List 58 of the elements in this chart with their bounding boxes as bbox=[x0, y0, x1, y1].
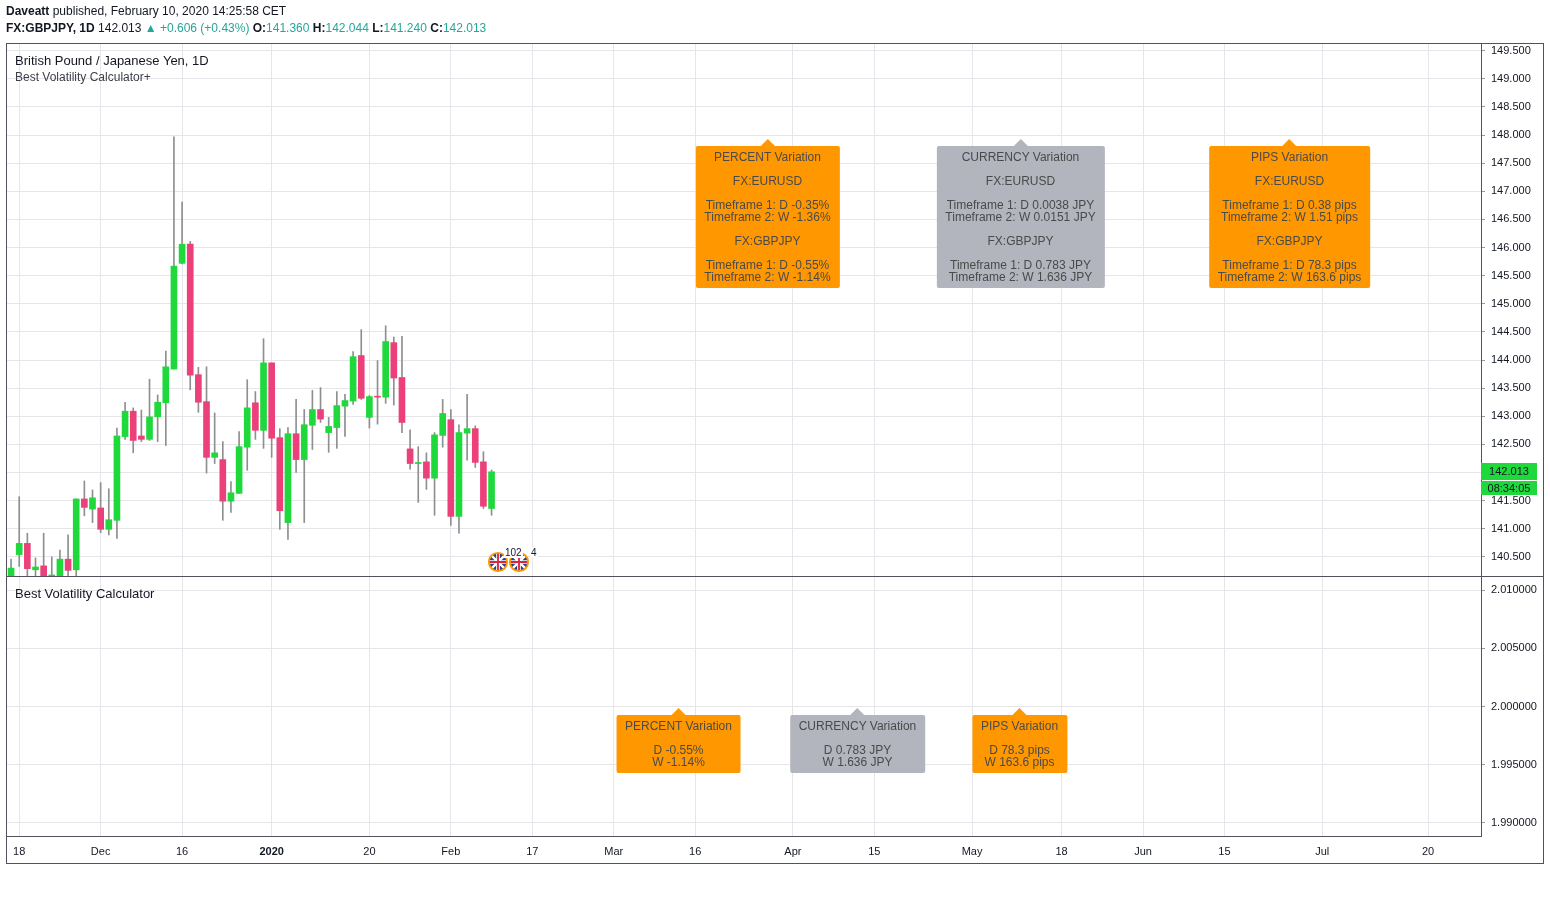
y-tick-label: 149.000 bbox=[1491, 71, 1531, 84]
x-tick-label: 20 bbox=[1421, 844, 1435, 857]
annotation: PIPS Variation FX:EURUSD Timeframe 1: D 0.38 pips Timeframe 2: W 1.51 pips FX:GBPJPY Timeframe 1: D 78.3 pips Timeframe 2: W 163.6 pips bbox=[1208, 146, 1371, 288]
x-tick-label: 18 bbox=[13, 844, 26, 857]
candlestick bbox=[414, 446, 422, 503]
x-tick-label: 16 bbox=[689, 844, 702, 857]
y-tick-label: 142.500 bbox=[1491, 437, 1531, 450]
y-tick-label: 143.500 bbox=[1491, 381, 1531, 394]
y-tick-label: 144.500 bbox=[1491, 324, 1531, 337]
y-tick-label: 146.500 bbox=[1491, 212, 1531, 225]
y-tick-label: 140.500 bbox=[1491, 549, 1531, 562]
text: 142.013 bbox=[1481, 462, 1537, 480]
text: FX:GBPJPY, 1D 142.013 ▲ +0.606 (+0.43%) O:141.360 H:142.044 L:141.240 C:142.013 bbox=[6, 21, 487, 35]
y-tick-label: 149.500 bbox=[1491, 43, 1531, 56]
y-tick-label: 144.000 bbox=[1491, 353, 1531, 366]
y-tick-label: 145.000 bbox=[1491, 296, 1531, 309]
x-tick-label: 16 bbox=[175, 844, 189, 857]
y-tick-label: 148.500 bbox=[1491, 100, 1531, 113]
text: Best Volatility Calculator bbox=[15, 586, 155, 601]
annotation: CURRENCY Variation FX:EURUSD Timeframe 1: D 0.0038 JPY Timeframe 2: W 0.0151 JPY FX:GBPJPY Timeframe 1: D 0.783 JPY Timeframe 2: W 1.636 JPY bbox=[936, 146, 1105, 288]
x-tick-label: May bbox=[961, 844, 983, 857]
text: 08:34:05 bbox=[1481, 480, 1537, 495]
y-tick-label: 143.000 bbox=[1491, 409, 1531, 422]
text: Best Volatility Calculator+ bbox=[15, 70, 151, 84]
candlestick bbox=[15, 496, 23, 567]
y-tick-label: 146.000 bbox=[1491, 240, 1531, 253]
x-tick-label: Apr bbox=[784, 844, 802, 857]
x-tick-label: 18 bbox=[1055, 844, 1068, 857]
x-tick-label: Jul bbox=[1315, 844, 1330, 857]
y-tick-label: 141.000 bbox=[1491, 521, 1531, 534]
x-tick-label: 17 bbox=[526, 844, 539, 857]
annotation: PERCENT Variation D -0.55% W -1.14% bbox=[616, 715, 741, 773]
x-tick-label: 2020 bbox=[259, 844, 284, 857]
annotation: 102 bbox=[504, 547, 523, 558]
x-tick-label: 15 bbox=[868, 844, 881, 857]
x-tick-label: Mar bbox=[604, 844, 624, 857]
text: British Pound / Japanese Yen, 1D bbox=[15, 53, 209, 68]
annotation: PERCENT Variation FX:EURUSD Timeframe 1: D -0.35% Timeframe 2: W -1.36% FX:GBPJPY Timeframe 1: D -0.55% Timeframe 2: W -1.14% bbox=[695, 146, 840, 288]
y-tick-label: 1.990000 bbox=[1491, 815, 1537, 828]
y-tick-label: 2.005000 bbox=[1491, 641, 1537, 654]
text: Daveatt published, February 10, 2020 14:25:58 CET bbox=[6, 4, 287, 19]
y-tick-label: 147.000 bbox=[1491, 184, 1531, 197]
x-tick-label: 15 bbox=[1218, 844, 1231, 857]
x-tick-label: 20 bbox=[363, 844, 376, 857]
y-tick-label: 148.000 bbox=[1491, 128, 1531, 141]
annotation: CURRENCY Variation D 0.783 JPY W 1.636 JPY bbox=[789, 715, 926, 773]
y-tick-label: 145.500 bbox=[1491, 268, 1531, 281]
y-tick-label: 1.995000 bbox=[1491, 757, 1537, 770]
y-tick-label: 141.500 bbox=[1491, 493, 1531, 506]
x-tick-label: Jun bbox=[1134, 844, 1152, 857]
candlestick bbox=[105, 488, 113, 536]
annotation: 4 bbox=[530, 547, 538, 558]
y-tick-label: 147.500 bbox=[1491, 156, 1531, 169]
annotation: PIPS Variation D 78.3 pips W 163.6 pips bbox=[971, 715, 1068, 773]
x-tick-label: Feb bbox=[441, 844, 461, 857]
y-tick-label: 2.000000 bbox=[1491, 699, 1537, 712]
x-tick-label: Dec bbox=[90, 844, 111, 857]
y-tick-label: 2.010000 bbox=[1491, 583, 1537, 596]
